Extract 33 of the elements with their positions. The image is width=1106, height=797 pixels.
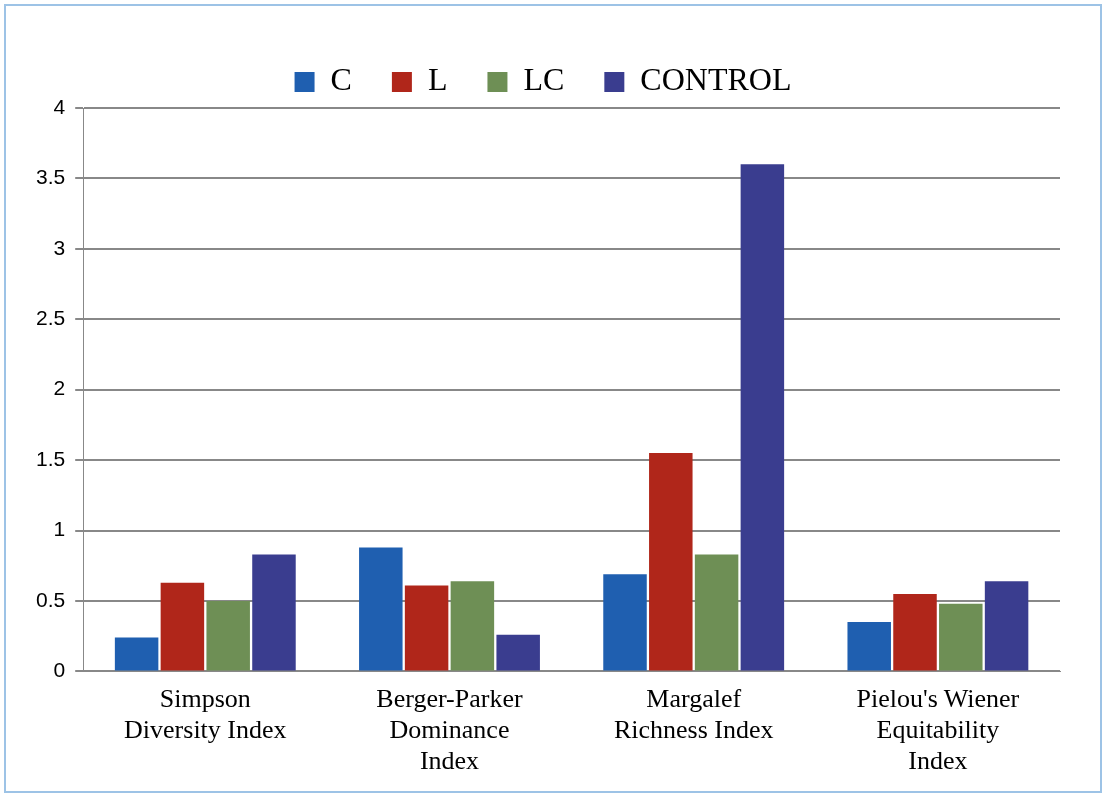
y-tick-label: 3 bbox=[53, 235, 66, 259]
bar bbox=[404, 585, 449, 671]
bar bbox=[450, 581, 495, 671]
bar bbox=[847, 622, 891, 671]
bar bbox=[893, 593, 937, 671]
bar bbox=[114, 637, 159, 671]
bar bbox=[160, 582, 205, 671]
y-tick-label: 1.5 bbox=[35, 446, 66, 470]
y-tick-label: 0 bbox=[53, 658, 66, 682]
y-tick-label: 2 bbox=[53, 376, 66, 400]
legend-label: CONTROL bbox=[640, 61, 792, 98]
legend-label: L bbox=[427, 61, 448, 98]
y-tick-label: 3.5 bbox=[35, 165, 66, 189]
legend-label: C bbox=[330, 61, 352, 98]
y-tick-label: 2.5 bbox=[35, 306, 66, 330]
bar bbox=[984, 581, 1029, 671]
y-tick-label: 4 bbox=[53, 94, 66, 118]
legend-label: LC bbox=[523, 61, 565, 98]
y-tick-label: 0.5 bbox=[35, 587, 66, 611]
bar bbox=[649, 453, 693, 671]
bar bbox=[603, 574, 647, 671]
bar bbox=[252, 554, 296, 671]
bar bbox=[939, 603, 983, 671]
bar bbox=[694, 554, 739, 671]
y-tick-label: 1 bbox=[53, 517, 66, 541]
bar bbox=[496, 634, 540, 671]
bar bbox=[740, 164, 785, 671]
x-tick-label: Pielou's Wiener Equitability Index bbox=[856, 683, 1020, 776]
x-tick-label: Margalef Richness Index bbox=[613, 683, 774, 745]
x-tick-label: Berger-Parker Dominance Index bbox=[376, 683, 523, 776]
bar bbox=[359, 547, 403, 671]
x-tick-label: Simpson Diversity Index bbox=[124, 683, 287, 745]
bar bbox=[206, 600, 250, 671]
